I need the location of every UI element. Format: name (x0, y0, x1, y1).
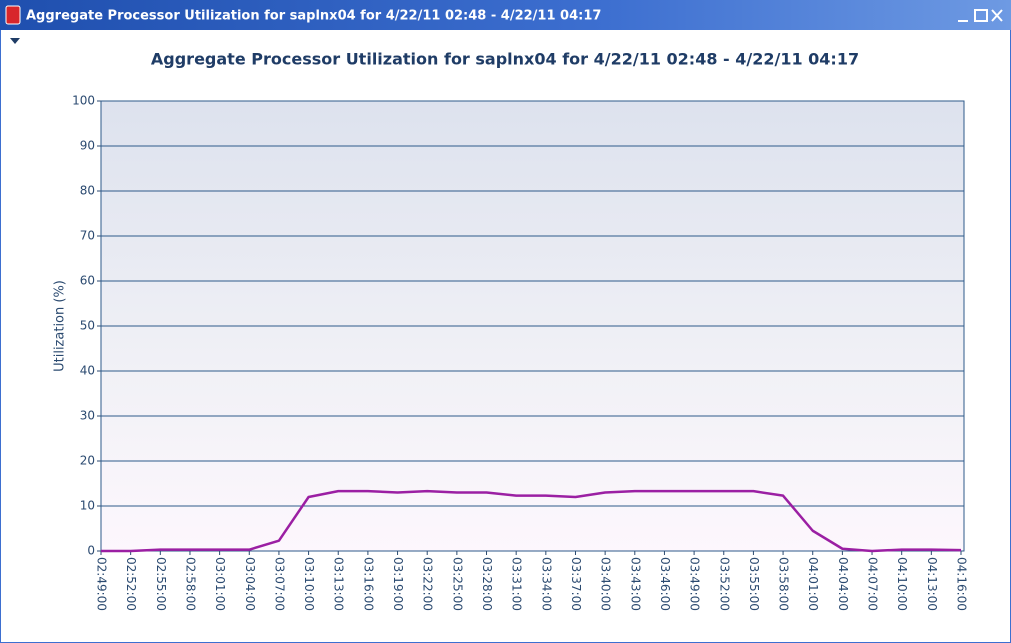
x-tick-label: 04:01:00 (806, 557, 820, 611)
close-button[interactable] (991, 9, 1003, 22)
x-tick-label: 02:55:00 (154, 557, 168, 611)
x-tick-label: 03:37:00 (569, 557, 583, 611)
title-bar (0, 0, 1011, 30)
x-tick-label: 04:10:00 (895, 557, 909, 611)
x-tick-label: 03:19:00 (391, 557, 405, 611)
x-tick-label: 04:16:00 (955, 557, 969, 611)
x-tick-label: 03:46:00 (658, 557, 672, 611)
x-tick-label: 03:22:00 (421, 557, 435, 611)
window-icon (5, 5, 21, 25)
x-tick-label: 03:04:00 (243, 557, 257, 611)
x-tick-label: 03:52:00 (717, 557, 731, 611)
y-axis-label: Utilization (%) (53, 280, 68, 372)
y-tick-label: 20 (80, 454, 95, 468)
x-tick-label: 02:52:00 (124, 557, 138, 611)
y-tick-label: 50 (80, 319, 95, 333)
y-tick-label: 40 (80, 364, 95, 378)
x-tick-label: 03:16:00 (361, 557, 375, 611)
x-tick-label: 03:40:00 (599, 557, 613, 611)
y-tick-label: 30 (80, 409, 95, 423)
x-tick-label: 04:04:00 (836, 557, 850, 611)
x-tick-label: 03:28:00 (480, 557, 494, 611)
x-tick-label: 03:58:00 (777, 557, 791, 611)
x-tick-label: 03:43:00 (628, 557, 642, 611)
x-tick-label: 03:31:00 (510, 557, 524, 611)
x-tick-label: 03:55:00 (747, 557, 761, 611)
minimize-button[interactable] (958, 20, 968, 22)
x-tick-label: 03:07:00 (272, 557, 286, 611)
y-tick-label: 90 (80, 139, 95, 153)
x-tick-label: 03:13:00 (332, 557, 346, 611)
menu-arrow[interactable] (10, 38, 20, 44)
x-tick-label: 04:13:00 (925, 557, 939, 611)
maximize-button[interactable] (974, 9, 988, 22)
x-tick-label: 04:07:00 (866, 557, 880, 611)
x-tick-label: 03:49:00 (688, 557, 702, 611)
data-line (101, 489, 962, 553)
plot-border (100, 100, 965, 552)
x-tick-label: 03:10:00 (302, 557, 316, 611)
y-tick-label: 0 (87, 544, 95, 558)
x-tick-label: 02:49:00 (95, 557, 109, 611)
y-tick-label: 70 (80, 229, 95, 243)
chart-title: Aggregate Processor Utilization for sapl… (151, 50, 859, 69)
x-tick-label: 03:34:00 (539, 557, 553, 611)
y-tick-label: 80 (80, 184, 95, 198)
x-tick-label: 03:25:00 (450, 557, 464, 611)
y-tick-label: 100 (72, 94, 95, 108)
y-tick-label: 10 (80, 499, 95, 513)
window-title: Aggregate Processor Utilization for sapl… (26, 9, 601, 24)
x-tick-label: 02:58:00 (183, 557, 197, 611)
y-tick-label: 60 (80, 274, 95, 288)
x-tick-label: 03:01:00 (213, 557, 227, 611)
